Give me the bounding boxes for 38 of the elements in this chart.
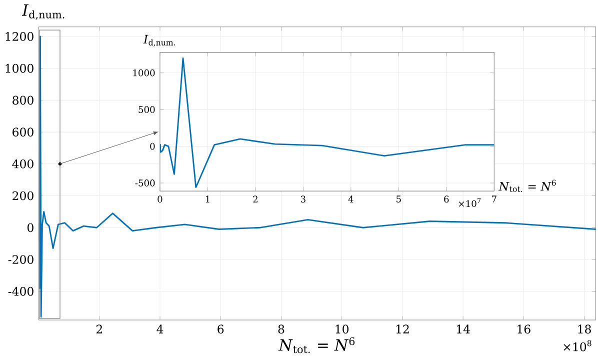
y-tick-label: 1000 [6, 64, 34, 74]
x-tick-label: 4 [156, 324, 164, 334]
x-tick-label: 0 [158, 196, 162, 203]
y-axis-title: I$_{d,num.}$ [143, 35, 176, 47]
y-tick-label: 200 [12, 192, 34, 200]
x-tick-label: 14 [457, 324, 470, 334]
x-tick-label: 1 [206, 196, 210, 203]
x-tick-label: 12 [396, 324, 409, 334]
y-tick-label: 0 [28, 223, 34, 232]
x-tick-label: 18 [578, 324, 591, 334]
x-tick-label: 2 [96, 324, 102, 334]
x-tick-label: 6 [218, 324, 224, 334]
x-tick-label: 10 [336, 324, 349, 334]
y-tick-label: -200 [8, 255, 34, 264]
y-tick-label: -500 [135, 180, 155, 187]
y-axis-title: I$_{d,num.}$ [22, 4, 64, 20]
line-series [160, 58, 494, 188]
x-tick-label: 5 [396, 196, 401, 203]
y-tick-label: 1000 [133, 70, 155, 77]
x-tick-label: 16 [518, 324, 530, 334]
x-axis-title: N$_{tot.}$ = N$^{6}$ [278, 337, 355, 354]
y-tick-label: 0 [150, 143, 155, 150]
x-tick-label: 6 [444, 196, 449, 203]
y-tick-label: 1200 [6, 32, 34, 42]
x-axis-title: N$_{tot.}$ = N$^{6}$ [498, 180, 556, 192]
text: ×10$^{8}$ [564, 340, 592, 352]
x-tick-label: 2 [253, 196, 258, 203]
y-tick-label: 400 [12, 160, 34, 169]
y-tick-label: 800 [12, 96, 34, 105]
x-tick-label: 3 [300, 196, 306, 203]
x-tick-label: 8 [278, 324, 284, 334]
y-tick-label: 600 [12, 128, 34, 137]
annotation: ×10$^{7}$ [458, 198, 481, 208]
y-tick-label: 500 [138, 106, 155, 114]
x-tick-label: 4 [348, 196, 354, 203]
line-series [38, 36, 596, 318]
y-tick-label: -400 [8, 287, 34, 296]
x-tick-label: 7 [492, 196, 496, 203]
